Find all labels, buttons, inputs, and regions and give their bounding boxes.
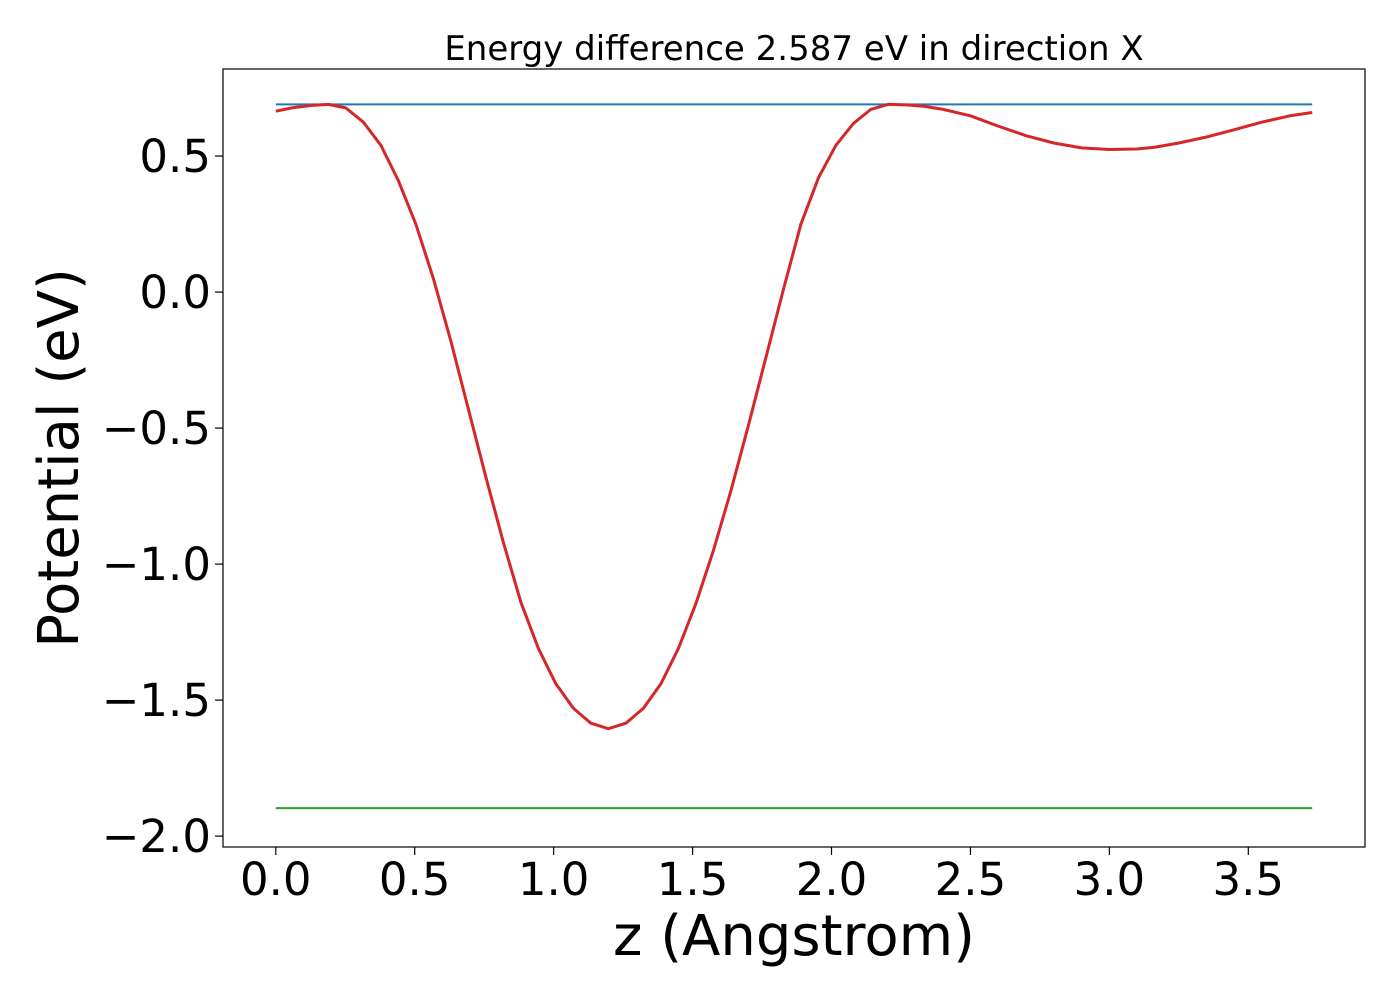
- chart-title: Energy difference 2.587 eV in direction …: [444, 29, 1143, 69]
- x-tick-label: 2.5: [935, 853, 1007, 906]
- y-tick-label: 0.5: [139, 130, 211, 183]
- x-axis: 0.0 0.5 1.0 1.5 2.0 2.5 3.0 3.5: [240, 847, 1284, 906]
- x-tick-label: 3.5: [1213, 853, 1285, 906]
- x-tick-label: 0.5: [379, 853, 451, 906]
- x-tick-label: 0.0: [240, 853, 312, 906]
- y-tick-label: −1.5: [102, 674, 211, 727]
- x-tick-label: 3.0: [1074, 853, 1146, 906]
- y-axis: 0.5 0.0 −0.5 −1.0 −1.5 −2.0: [102, 130, 223, 863]
- x-tick-label: 1.5: [657, 853, 729, 906]
- series-line-3: [275, 102, 1313, 731]
- x-tick-label: 2.0: [796, 853, 868, 906]
- x-axis-label: z (Angstrom): [613, 904, 975, 969]
- y-tick-label: −0.5: [102, 402, 211, 455]
- plot-area: [275, 102, 1313, 810]
- y-tick-label: −2.0: [102, 810, 211, 863]
- y-axis-label: Potential (eV): [27, 268, 92, 648]
- y-tick-label: −1.0: [102, 538, 211, 591]
- y-tick-label: 0.0: [139, 266, 211, 319]
- plot-frame: [222, 68, 1366, 848]
- x-tick-label: 1.0: [518, 853, 590, 906]
